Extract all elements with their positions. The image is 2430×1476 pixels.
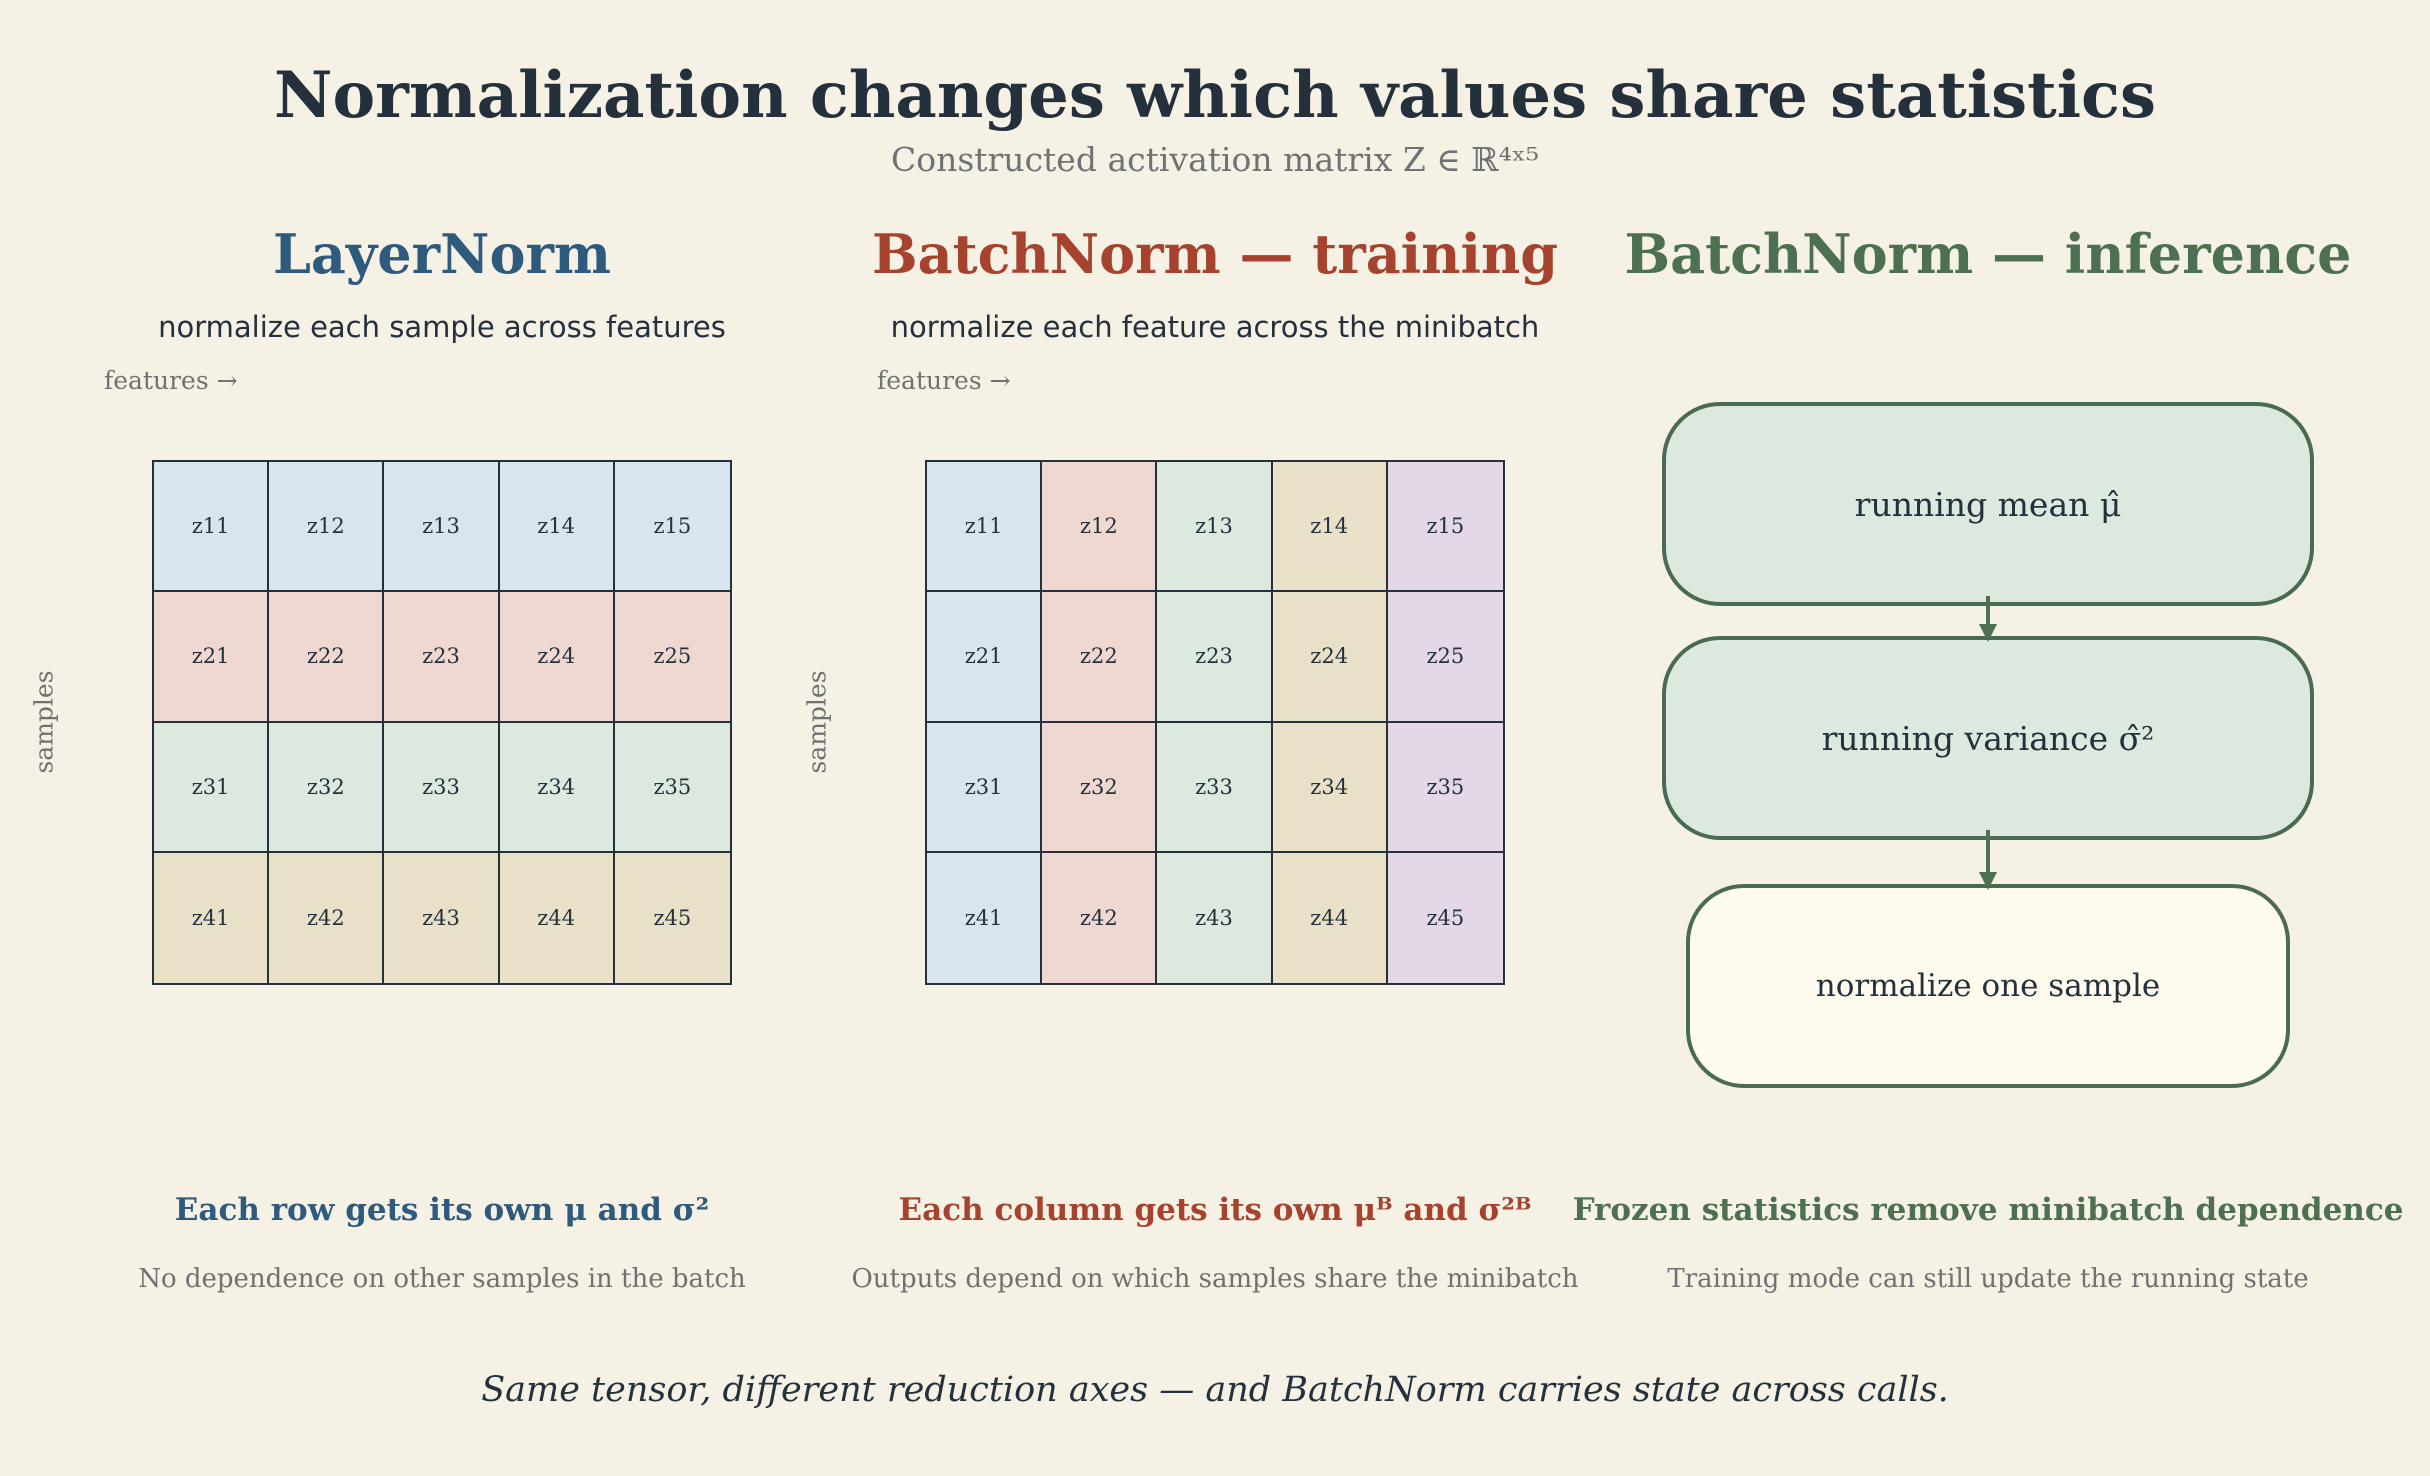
batchnorm-cell-z42: z42 <box>1042 852 1158 983</box>
batchnorm-cell-z32: z32 <box>1042 722 1158 853</box>
layernorm-cell-z41: z41 <box>154 852 270 983</box>
layernorm-caption: Each row gets its own μ and σ² <box>174 1192 710 1228</box>
layernorm-cell-z44: z44 <box>499 852 615 983</box>
running-mean-node: running mean μ̂ <box>1662 402 2314 606</box>
batchnorm-training-matrix: z11 z12 z13 z14 z15 z21 z22 z23 z24 z25 z31 z32 z33 z… <box>925 460 1505 985</box>
batchnorm-training-subtitle: normalize each feature across the miniba… <box>890 310 1540 344</box>
arrow-variance-to-normalize <box>1979 830 1997 890</box>
running-variance-node: running variance σ̂² <box>1662 636 2314 840</box>
layernorm-features-label: features → <box>104 366 238 395</box>
batchnorm-cell-z44: z44 <box>1272 852 1388 983</box>
batchnorm-training-note: Outputs depend on which samples share th… <box>851 1264 1579 1294</box>
batchnorm-cell-z25: z25 <box>1387 592 1503 723</box>
layernorm-cell-z34: z34 <box>499 722 615 853</box>
layernorm-cell-z42: z42 <box>269 852 385 983</box>
batchnorm-cell-z35: z35 <box>1387 722 1503 853</box>
layernorm-note: No dependence on other samples in the ba… <box>138 1264 746 1294</box>
batchnorm-training-features-label: features → <box>877 366 1011 395</box>
layernorm-cell-z21: z21 <box>154 592 270 723</box>
batchnorm-cell-z12: z12 <box>1042 462 1158 593</box>
layernorm-cell-z12: z12 <box>269 462 385 593</box>
layernorm-cell-z15: z15 <box>614 462 730 593</box>
batchnorm-cell-z24: z24 <box>1272 592 1388 723</box>
batchnorm-cell-z43: z43 <box>1157 852 1273 983</box>
batchnorm-cell-z45: z45 <box>1387 852 1503 983</box>
batchnorm-cell-z21: z21 <box>927 592 1043 723</box>
batchnorm-cell-z13: z13 <box>1157 462 1273 593</box>
layernorm-cell-z24: z24 <box>499 592 615 723</box>
layernorm-title: LayerNorm <box>272 222 612 286</box>
batchnorm-cell-z23: z23 <box>1157 592 1273 723</box>
layernorm-cell-z43: z43 <box>384 852 500 983</box>
normalize-sample-node: normalize one sample <box>1686 884 2290 1088</box>
layernorm-cell-z25: z25 <box>614 592 730 723</box>
batchnorm-training-title: BatchNorm — training <box>872 222 1558 286</box>
layernorm-cell-z31: z31 <box>154 722 270 853</box>
batchnorm-cell-z41: z41 <box>927 852 1043 983</box>
batchnorm-inference-note: Training mode can still update the runni… <box>1667 1264 2309 1294</box>
layernorm-subtitle: normalize each sample across features <box>158 310 726 344</box>
footer-note: Same tensor, different reduction axes — … <box>481 1370 1949 1410</box>
batchnorm-cell-z22: z22 <box>1042 592 1158 723</box>
running-mean-label: running mean μ̂ <box>1854 484 2122 524</box>
batchnorm-cell-z33: z33 <box>1157 722 1273 853</box>
layernorm-cell-z32: z32 <box>269 722 385 853</box>
batchnorm-cell-z14: z14 <box>1272 462 1388 593</box>
batchnorm-inference-title: BatchNorm — inference <box>1624 222 2352 286</box>
batchnorm-training-caption: Each column gets its own μᴮ and σ²ᴮ <box>898 1192 1532 1228</box>
batchnorm-cell-z31: z31 <box>927 722 1043 853</box>
layernorm-cell-z22: z22 <box>269 592 385 723</box>
layernorm-cell-z35: z35 <box>614 722 730 853</box>
batchnorm-inference-caption: Frozen statistics remove minibatch depen… <box>1572 1192 2404 1228</box>
layernorm-matrix: z11 z12 z13 z14 z15 z21 z22 z23 z24 z25 z31 z32 z33 z… <box>152 460 732 985</box>
batchnorm-cell-z15: z15 <box>1387 462 1503 593</box>
batchnorm-cell-z34: z34 <box>1272 722 1388 853</box>
page-title: Normalization changes which values share… <box>273 58 2157 133</box>
normalize-sample-label: normalize one sample <box>1815 968 2161 1004</box>
layernorm-cell-z33: z33 <box>384 722 500 853</box>
arrow-mean-to-variance <box>1979 596 1997 642</box>
page-subtitle: Constructed activation matrix Z ∈ ℝ⁴ˣ⁵ <box>890 140 1540 179</box>
running-variance-label: running variance σ̂² <box>1821 718 2155 758</box>
layernorm-cell-z13: z13 <box>384 462 500 593</box>
batchnorm-cell-z11: z11 <box>927 462 1043 593</box>
layernorm-cell-z23: z23 <box>384 592 500 723</box>
layernorm-cell-z45: z45 <box>614 852 730 983</box>
layernorm-cell-z11: z11 <box>154 462 270 593</box>
layernorm-cell-z14: z14 <box>499 462 615 593</box>
